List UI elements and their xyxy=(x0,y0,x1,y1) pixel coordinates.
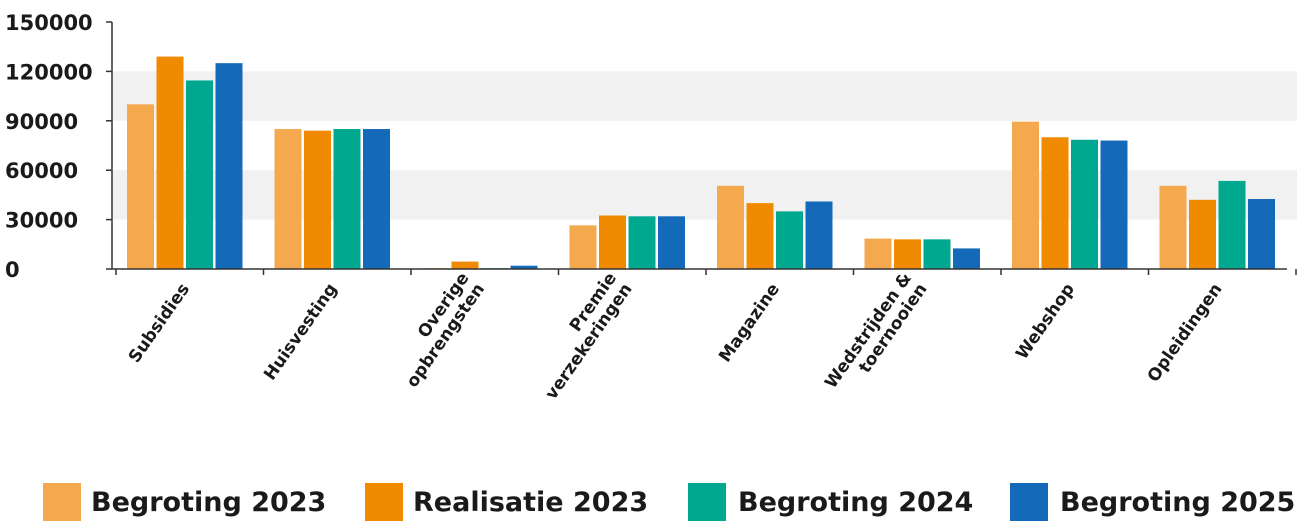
bar xyxy=(717,185,744,269)
y-tick-label: 30000 xyxy=(5,209,78,233)
x-category-label: Webshop xyxy=(1012,280,1079,363)
legend-label: Begroting 2024 xyxy=(738,486,974,518)
x-category-label-line: Magazine xyxy=(715,280,784,366)
bar xyxy=(304,130,331,269)
bar xyxy=(776,211,803,269)
bar xyxy=(1071,139,1098,269)
bar xyxy=(333,129,361,269)
y-tick-label: 150000 xyxy=(5,11,93,35)
legend-item-begroting-2023: Begroting 2023 xyxy=(43,482,326,522)
x-category-label: Subsidies xyxy=(125,280,194,367)
bar xyxy=(953,248,980,269)
bar xyxy=(1218,180,1246,269)
x-category-label-line: Huisvesting xyxy=(260,280,341,384)
bar xyxy=(923,239,951,269)
legend-label: Begroting 2023 xyxy=(91,486,327,518)
bar xyxy=(156,56,184,269)
x-category-label-line: Subsidies xyxy=(125,280,194,367)
x-category-label: Wedstrijden &toernooien xyxy=(821,269,931,393)
x-category-label-line: Webshop xyxy=(1012,280,1079,363)
y-tick-label: 120000 xyxy=(5,60,93,84)
bar xyxy=(1189,199,1216,269)
bar xyxy=(1248,199,1275,269)
bar xyxy=(569,225,597,269)
x-category-label: Huisvesting xyxy=(260,280,341,384)
bar xyxy=(1159,185,1187,269)
legend-item-realisatie-2023: Realisatie 2023 xyxy=(365,482,648,522)
bar xyxy=(894,239,921,269)
legend-swatch xyxy=(43,483,81,521)
bar xyxy=(746,203,774,269)
legend-swatch xyxy=(365,483,403,521)
bars-group xyxy=(127,56,1275,269)
bar xyxy=(451,261,479,269)
bar xyxy=(864,238,892,269)
bar xyxy=(1041,137,1069,269)
legend-label: Realisatie 2023 xyxy=(413,486,649,518)
bar xyxy=(1012,121,1039,269)
bar xyxy=(510,265,538,269)
bar xyxy=(186,80,213,269)
legend: Begroting 2023 Realisatie 2023 Begroting… xyxy=(0,482,1302,522)
bar xyxy=(127,104,154,269)
bar xyxy=(805,201,833,269)
bar xyxy=(658,216,685,269)
y-tick-label: 90000 xyxy=(5,110,78,134)
legend-label: Begroting 2025 xyxy=(1060,486,1296,518)
bar xyxy=(1100,140,1128,269)
bar xyxy=(363,129,390,269)
bar xyxy=(628,216,656,269)
y-tick-label: 0 xyxy=(5,258,20,282)
legend-swatch xyxy=(688,483,726,521)
y-tick-label: 60000 xyxy=(5,159,78,183)
bar xyxy=(274,129,302,269)
x-category-label: Magazine xyxy=(715,280,784,366)
x-category-label: Opleidingen xyxy=(1144,280,1227,386)
grid-band xyxy=(112,71,1297,121)
axes xyxy=(106,21,1297,275)
legend-item-begroting-2024: Begroting 2024 xyxy=(688,482,973,522)
bar-chart: 0 30000 60000 90000 120000 150000 Subsidies Hu… xyxy=(5,11,1297,404)
bar xyxy=(215,63,243,269)
bar xyxy=(599,215,626,269)
legend-swatch xyxy=(1010,483,1048,521)
y-tick-labels: 0 30000 60000 90000 120000 150000 xyxy=(5,11,93,282)
x-category-label-line: Opleidingen xyxy=(1144,280,1227,386)
legend-item-begroting-2025: Begroting 2025 xyxy=(1010,482,1295,522)
